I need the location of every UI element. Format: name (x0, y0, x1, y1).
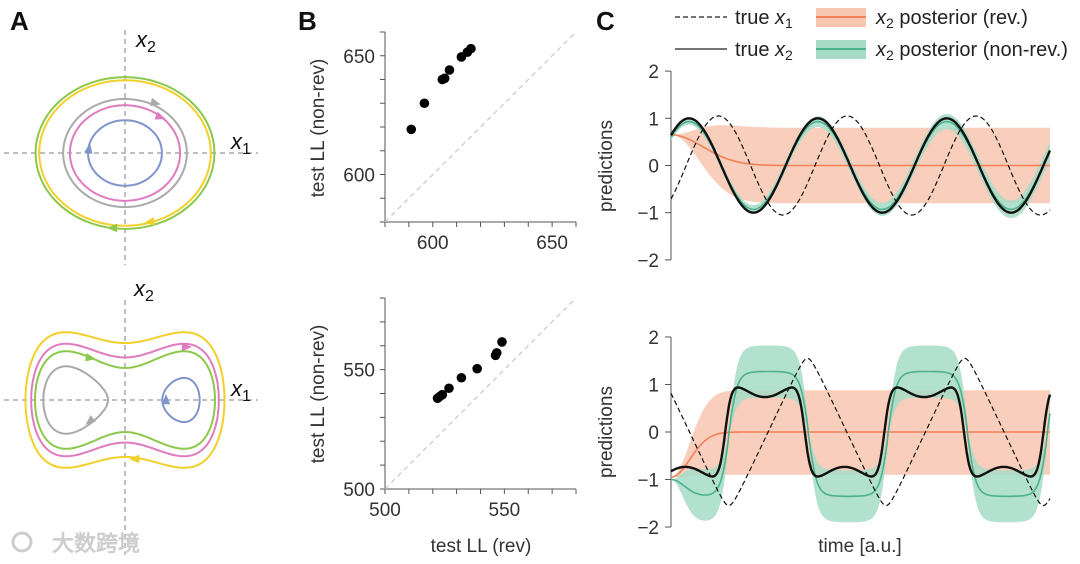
arrow-green (85, 353, 96, 362)
c-bottom-x-axis-title: time [a.u.] (818, 536, 901, 557)
panel-label-a: A (10, 6, 29, 36)
y-tick-label: 0 (648, 157, 659, 178)
data-point (456, 372, 467, 383)
y-tick-label: −1 (637, 471, 659, 492)
x-tick-label: 650 (536, 233, 568, 254)
y-tick-label: 2 (648, 62, 659, 83)
arrow-pink (154, 111, 166, 120)
orbit-green (34, 350, 216, 450)
orbit-pink (30, 342, 220, 458)
y-tick-label: 500 (343, 480, 375, 501)
panel-a-top-phase-portrait (4, 30, 258, 265)
legend-label-true-x1: true x1 (735, 7, 793, 31)
watermark-logo: 大数跨境 (11, 531, 140, 556)
y-tick-label: −1 (637, 204, 659, 225)
b-top-y-axis-title: test LL (non-rev) (308, 59, 329, 198)
true-x1-line (670, 115, 1051, 216)
y-tick-label: 1 (648, 376, 659, 397)
data-point (466, 43, 476, 54)
a-top-x2-axis-label: x2 (135, 27, 156, 56)
arrow-pink (181, 342, 192, 352)
y-tick-label: 650 (343, 47, 375, 68)
legend-label-nonrev-posterior: x2 posterior (non-rev.) (875, 39, 1068, 63)
arrow-green (107, 223, 118, 233)
panel-a-bottom-phase-portrait (4, 300, 258, 555)
orbit-yellow (24, 331, 226, 469)
a-bottom-x2-axis-label: x2 (133, 276, 154, 305)
legend: true x1 true x2 x2 posterior (rev.) x2 p… (675, 7, 1068, 63)
arrow-yellow (129, 454, 140, 464)
data-point (439, 73, 450, 84)
y-tick-label: 550 (343, 361, 375, 382)
data-point (491, 348, 502, 358)
a-bottom-x1-axis-label: x1 (230, 376, 251, 405)
y-tick-label: 1 (648, 109, 659, 130)
watermark-text: 大数跨境 (52, 531, 140, 556)
rev-posterior-band (671, 125, 1050, 204)
y-tick-label: 2 (648, 328, 659, 349)
x-tick-label: 600 (417, 233, 449, 254)
panel-c-top-timeseries: 2 1 0 −1 −2 (637, 62, 1052, 272)
panel-label-c: C (596, 6, 615, 36)
data-point (419, 98, 430, 109)
true-x2-line (669, 117, 1052, 214)
panel-c-bottom-timeseries: 2 1 0 −1 −2 (637, 328, 1052, 539)
panel-label-b: B (298, 6, 317, 36)
arrow-yellow (144, 217, 155, 226)
y-tick-label: 600 (343, 166, 375, 187)
nonrev-posterior-mean-line (670, 370, 1051, 498)
legend-label-rev-posterior: x2 posterior (rev.) (875, 7, 1028, 31)
y-tick-label: −2 (637, 251, 659, 272)
data-point (444, 65, 455, 75)
rev-posterior-band (671, 390, 1050, 478)
true-x2-line (670, 386, 1052, 478)
orbit-gray (62, 97, 188, 209)
data-point (406, 124, 417, 135)
x-tick-label: 500 (369, 500, 401, 521)
nonrev-posterior-band (671, 114, 1050, 219)
rev-posterior-mean-line (671, 134, 1050, 167)
identity-line (384, 297, 577, 490)
panel-b-bottom-scatter: 500 550 500 550 (343, 297, 577, 521)
panel-b-top-scatter: 600 650 600 650 (343, 31, 577, 254)
watermark-icon (11, 531, 33, 553)
orbit-green (34, 76, 216, 230)
data-point (444, 383, 454, 394)
y-tick-label: 0 (648, 423, 659, 444)
orbit-pink (68, 104, 182, 202)
b-bottom-y-axis-title: test LL (non-rev) (308, 325, 329, 464)
orbit-yellow (38, 79, 212, 227)
legend-label-true-x2: true x2 (735, 39, 793, 63)
arrow-blue (161, 394, 171, 405)
rev-posterior-mean-line (670, 431, 1050, 478)
c-top-y-axis-title: predictions (596, 120, 617, 212)
true-x1-line (670, 357, 1051, 507)
orbit-blue (161, 376, 201, 424)
x-tick-label: 550 (489, 500, 521, 521)
y-tick-label: −2 (637, 518, 659, 539)
data-point (472, 363, 482, 374)
arrow-gray (85, 415, 96, 425)
a-top-x1-axis-label: x1 (230, 129, 251, 158)
arrow-gray (149, 97, 161, 106)
data-point (437, 389, 448, 400)
b-bottom-x-axis-title: test LL (rev) (431, 536, 532, 557)
data-point (497, 337, 507, 347)
c-bottom-y-axis-title: predictions (596, 386, 617, 478)
arrow-blue (84, 143, 93, 154)
